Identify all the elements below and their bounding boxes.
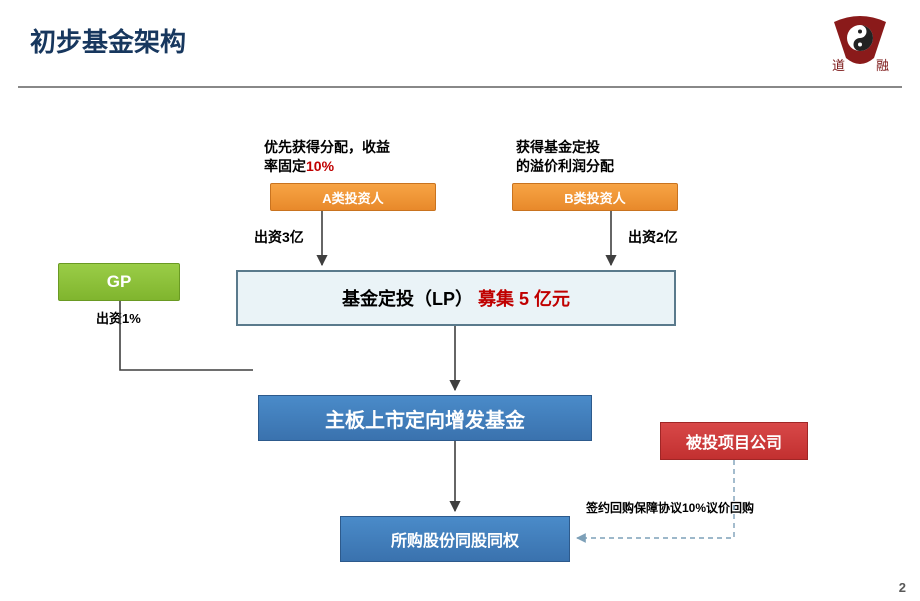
label-b-contrib: 出资2亿 — [628, 228, 678, 247]
label-buyback: 签约回购保障协议10%议价回购 — [586, 500, 754, 516]
slide-title: 初步基金架构 — [30, 27, 186, 57]
node-shares: 所购股份同股同权 — [340, 516, 570, 562]
node-lp: 基金定投（LP） 募集 5 亿元 — [236, 270, 676, 326]
node-target-company: 被投项目公司 — [660, 422, 808, 460]
brand-logo: 道 融 — [824, 14, 896, 74]
investor-b-desc: 获得基金定投的溢价利润分配 — [516, 138, 676, 176]
investor-a-desc: 优先获得分配，收益 率固定10% — [264, 138, 444, 176]
node-investor-b: B类投资人 — [512, 183, 678, 211]
node-gp: GP — [58, 263, 180, 301]
svg-text:道: 道 — [832, 58, 845, 73]
page-number: 2 — [899, 580, 906, 595]
label-a-contrib: 出资3亿 — [254, 228, 304, 247]
svg-text:融: 融 — [876, 58, 889, 73]
node-investor-a: A类投资人 — [270, 183, 436, 211]
label-gp-contrib: 出资1% — [96, 310, 141, 328]
title-rule — [18, 86, 902, 88]
node-fund: 主板上市定向增发基金 — [258, 395, 592, 441]
